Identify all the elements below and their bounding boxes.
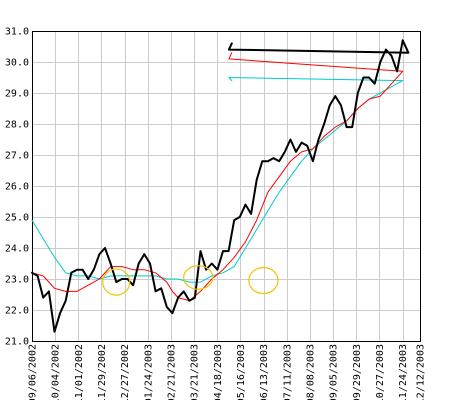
y-tick-label: 24.0: [5, 244, 29, 255]
x-tick-label: 04/18/2003: [213, 344, 224, 400]
x-tick-label: 11/24/2003: [398, 344, 409, 400]
x-tick-label: 07/11/2003: [282, 344, 293, 400]
x-tick-label: 10/27/2003: [375, 344, 386, 400]
y-tick-label: 28.0: [5, 120, 29, 131]
x-tick-label: 11/01/2002: [74, 344, 85, 400]
x-tick-label: 12/27/2002: [120, 344, 131, 400]
x-tick-label: 03/21/2003: [190, 344, 201, 400]
x-tick-label: 09/05/2003: [329, 344, 340, 400]
y-tick-label: 30.0: [5, 58, 29, 69]
series-line-1: [31, 52, 404, 302]
x-tick-label: 11/29/2002: [97, 344, 108, 400]
y-tick-label: 26.0: [5, 182, 29, 193]
annotation-layer: [102, 265, 279, 296]
x-tick-label: 05/16/2003: [236, 344, 247, 400]
x-tick-label: 01/24/2003: [143, 344, 154, 400]
plot-area-border: [32, 31, 421, 342]
series-layer: [31, 39, 410, 333]
y-tick-label: 31.0: [5, 27, 29, 38]
x-tick-label: 09/29/2003: [352, 344, 363, 400]
y-tick-label: 29.0: [5, 89, 29, 100]
x-tick-label: 09/06/2002: [28, 344, 39, 400]
y-tick-label: 22.0: [5, 306, 29, 317]
x-tick-label: 02/21/2003: [166, 344, 177, 400]
x-tick-label: 10/04/2002: [51, 344, 62, 400]
highlight-ellipse-1: [183, 265, 214, 290]
y-tick-label: 21.0: [5, 337, 29, 348]
y-tick-label: 25.0: [5, 213, 29, 224]
y-axis: 21.0 22.0 23.0 24.0 25.0 26.0 27.0 28.0 29.0 30.0…: [5, 27, 29, 348]
chart-grid: [32, 31, 421, 342]
x-tick-label: 06/13/2003: [259, 344, 270, 400]
y-tick-label: 23.0: [5, 275, 29, 286]
x-tick-label: 08/08/2003: [305, 344, 316, 400]
x-axis: 09/06/2002 10/04/2002 11/01/2002 11/29/2002…: [28, 344, 427, 400]
highlight-ellipse-2: [248, 266, 279, 295]
y-tick-label: 27.0: [5, 151, 29, 162]
series-line-0: [31, 39, 410, 333]
x-tick-label: 12/12/2003: [416, 344, 427, 400]
highlight-ellipse-0: [102, 268, 131, 296]
